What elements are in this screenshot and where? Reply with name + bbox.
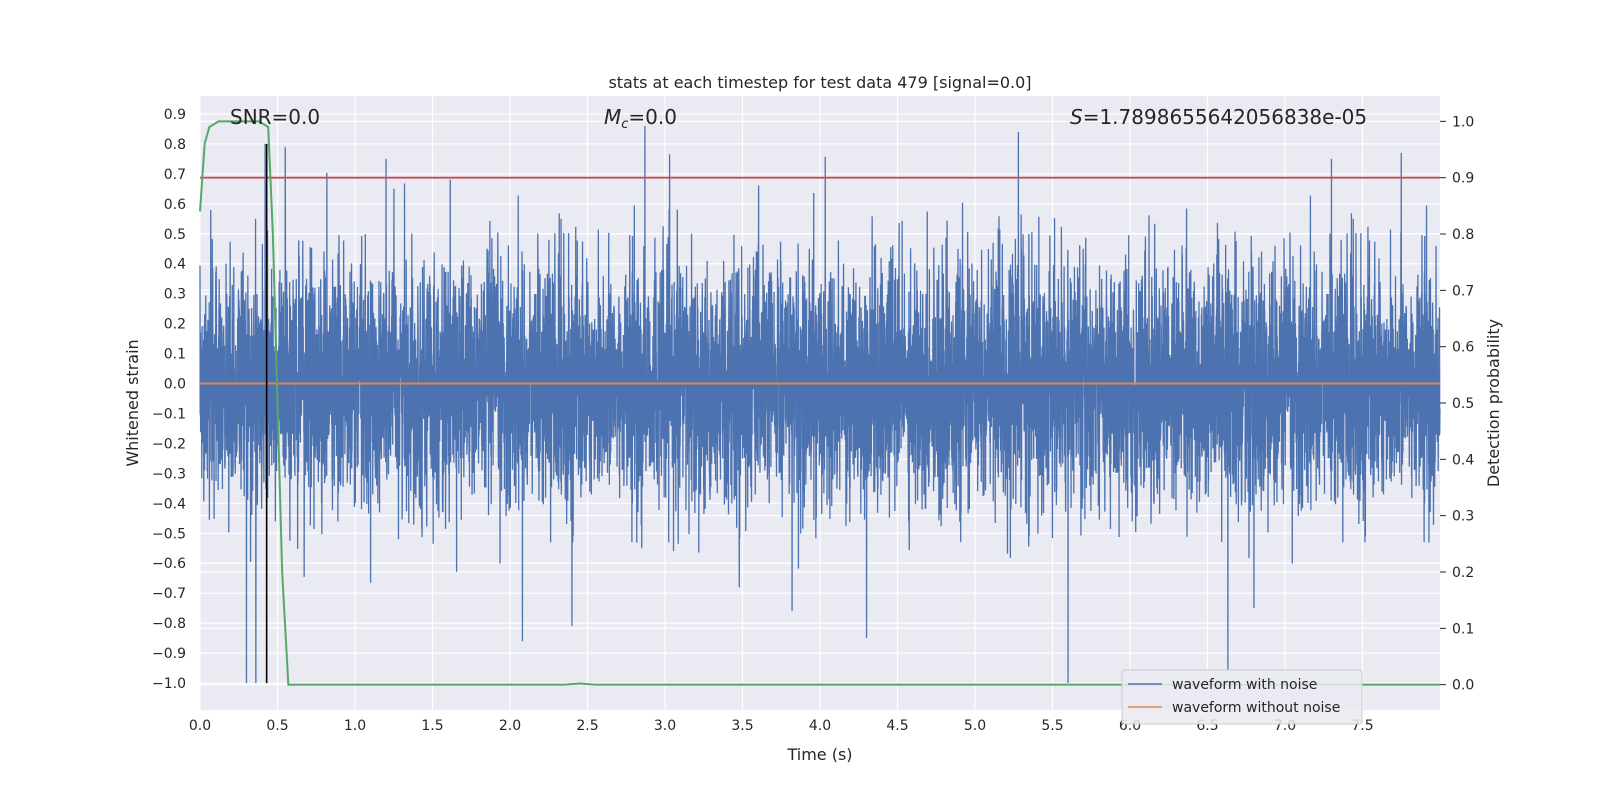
y2-tick-label: 0.3 [1452, 509, 1474, 525]
y2-tick-label: 0.0 [1452, 678, 1474, 694]
chart-title: stats at each timestep for test data 479… [608, 73, 1031, 92]
y-tick-label: −0.4 [152, 496, 186, 512]
chirp-mass-value: =0.0 [628, 105, 677, 129]
y2-tick-label: 0.6 [1452, 340, 1474, 356]
x-tick-label: 5.0 [964, 718, 986, 734]
x-tick-label: 0.0 [189, 718, 211, 734]
y2-tick-labels: 0.0 0.1 0.2 0.3 0.4 0.5 0.6 0.7 0.8 0.9 1.0 [1440, 114, 1474, 694]
x-tick-label: 4.0 [809, 718, 831, 734]
y-tick-label: 0.3 [164, 287, 186, 303]
snr-annotation: SNR=0.0 [230, 105, 320, 129]
x-tick-labels: 0.0 0.5 1.0 1.5 2.0 2.5 3.0 3.5 4.0 4.5 5.0 5.5 6.0 6… [189, 718, 1374, 734]
y-tick-label: −0.9 [152, 646, 186, 662]
y2-tick-label: 0.9 [1452, 171, 1474, 187]
chirp-mass-subscript: c [621, 117, 628, 132]
y-tick-label: 0.9 [164, 107, 186, 123]
y-tick-label: 0.7 [164, 167, 186, 183]
legend: waveform with noise waveform without noi… [1121, 669, 1363, 725]
y-tick-label: 0.8 [164, 137, 186, 153]
y-tick-label: 0.2 [164, 317, 186, 333]
legend-box [1121, 669, 1363, 725]
legend-label-clean: waveform without noise [1172, 700, 1340, 716]
x-tick-label: 2.0 [499, 718, 521, 734]
y2-tick-label: 0.5 [1452, 396, 1474, 412]
x-tick-label: 4.5 [886, 718, 908, 734]
x-tick-label: 5.5 [1041, 718, 1063, 734]
y2-tick-label: 0.1 [1452, 621, 1474, 637]
x-tick-label: 3.0 [654, 718, 676, 734]
y2-axis-label: Detection probability [1484, 319, 1503, 487]
y2-tick-label: 0.4 [1452, 452, 1474, 468]
s-symbol: S [1070, 105, 1083, 129]
s-value: =1.7898655642056838e-05 [1083, 105, 1367, 129]
noisy-waveform-series [199, 125, 1441, 684]
y-tick-label: 0.6 [164, 197, 186, 213]
y-tick-label: 0.4 [164, 257, 186, 273]
x-tick-label: 1.0 [344, 718, 366, 734]
y-tick-label: 0.0 [164, 377, 186, 393]
legend-label-noisy: waveform with noise [1172, 677, 1317, 693]
y-tick-label: 0.5 [164, 227, 186, 243]
y2-tick-label: 0.8 [1452, 227, 1474, 243]
x-tick-label: 0.5 [266, 718, 288, 734]
x-tick-label: 2.5 [576, 718, 598, 734]
y-tick-label: 0.1 [164, 347, 186, 363]
y-tick-label: −0.2 [152, 436, 186, 452]
lines-layer [199, 120, 1440, 686]
y2-tick-label: 0.2 [1452, 565, 1474, 581]
detection-probability-line [199, 120, 1440, 686]
chirp-mass-symbol: M [604, 105, 621, 129]
waveform-with-noise-line [199, 125, 1441, 684]
y2-tick-label: 1.0 [1452, 114, 1474, 130]
y-tick-label: −0.3 [152, 466, 186, 482]
chirp-mass-annotation: Mc=0.0 [604, 105, 677, 132]
y-tick-label: −0.5 [152, 526, 186, 542]
y-axis-label: Whitened strain [123, 339, 142, 466]
s-annotation: S=1.7898655642056838e-05 [1070, 105, 1367, 129]
y-tick-labels: 0.9 0.8 0.7 0.6 0.5 0.4 0.3 0.2 0.1 0.0 −0.1 −0.2 −0… [152, 107, 186, 692]
y-tick-label: −0.6 [152, 556, 186, 572]
y-tick-label: −1.0 [152, 676, 186, 692]
y-tick-label: −0.8 [152, 616, 186, 632]
x-tick-label: 1.5 [421, 718, 443, 734]
x-axis-label: Time (s) [786, 745, 852, 764]
y-tick-label: −0.7 [152, 586, 186, 602]
y-tick-label: −0.1 [152, 406, 186, 422]
x-tick-label: 3.5 [731, 718, 753, 734]
y2-tick-label: 0.7 [1452, 283, 1474, 299]
